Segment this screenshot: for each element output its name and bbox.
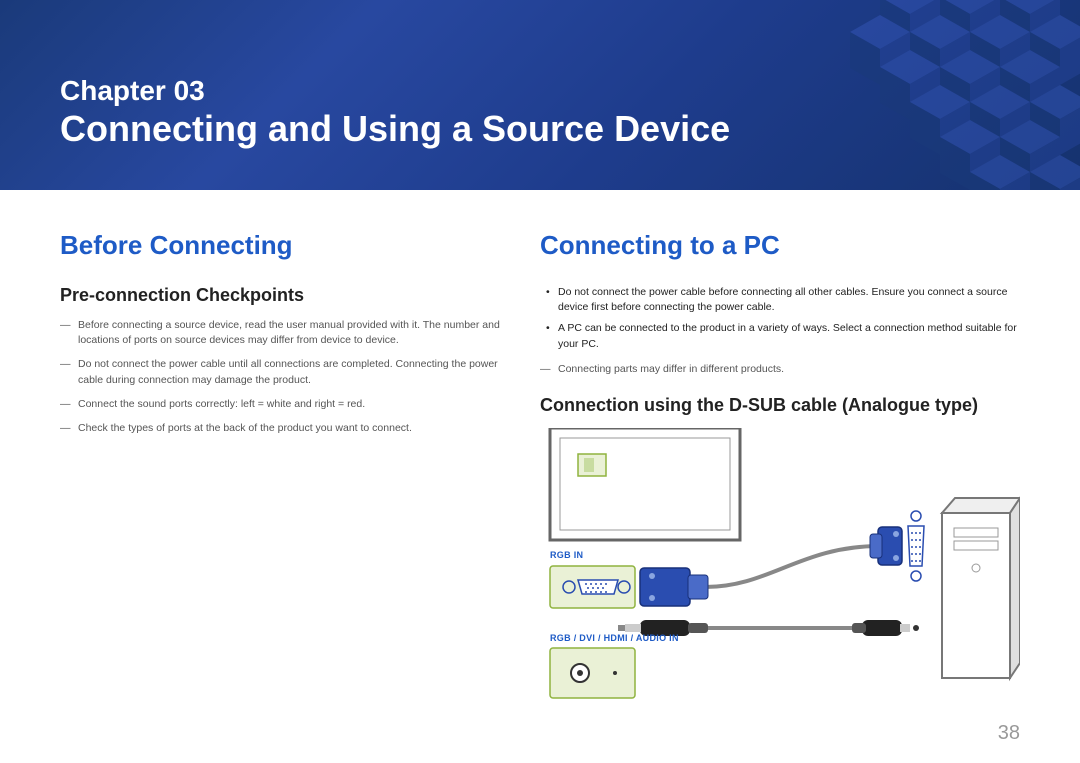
checkpoint-item: Before connecting a source device, read … — [60, 318, 500, 348]
pre-connection-subheading: Pre-connection Checkpoints — [60, 285, 500, 306]
pc-bullet-list: Do not connect the power cable before co… — [540, 285, 1020, 352]
dsub-subheading: Connection using the D-SUB cable (Analog… — [540, 395, 1020, 416]
checkpoint-list: Before connecting a source device, read … — [60, 318, 500, 436]
pc-tower-icon — [942, 498, 1020, 678]
left-column: Before Connecting Pre-connection Checkpo… — [60, 230, 500, 708]
monitor-icon — [550, 428, 740, 540]
cube-pattern-decoration — [680, 0, 1080, 190]
chapter-label: Chapter 03 — [60, 75, 205, 107]
audio-in-label: RGB / DVI / HDMI / AUDIO IN — [550, 633, 679, 643]
content-area: Before Connecting Pre-connection Checkpo… — [0, 190, 1080, 708]
rgb-in-port — [550, 566, 635, 608]
pc-bullet-item: A PC can be connected to the product in … — [540, 321, 1020, 351]
checkpoint-item: Connect the sound ports correctly: left … — [60, 397, 500, 412]
page-number: 38 — [998, 722, 1020, 745]
header-banner: Chapter 03 Connecting and Using a Source… — [0, 0, 1080, 190]
pc-audio-port — [913, 625, 919, 631]
rgb-in-label: RGB IN — [550, 550, 583, 560]
connection-diagram: RGB IN RGB / DVI / HDMI / AUDIO IN — [540, 428, 1020, 708]
chapter-title: Connecting and Using a Source Device — [60, 108, 730, 150]
before-connecting-heading: Before Connecting — [60, 230, 500, 261]
connecting-pc-heading: Connecting to a PC — [540, 230, 1020, 261]
right-column: Connecting to a PC Do not connect the po… — [540, 230, 1020, 708]
pc-bullet-item: Do not connect the power cable before co… — [540, 285, 1020, 315]
connecting-note: Connecting parts may differ in different… — [540, 362, 1020, 377]
audio-in-port — [550, 648, 635, 698]
checkpoint-item: Check the types of ports at the back of … — [60, 421, 500, 436]
pc-vga-port — [908, 511, 924, 581]
checkpoint-item: Do not connect the power cable until all… — [60, 357, 500, 387]
